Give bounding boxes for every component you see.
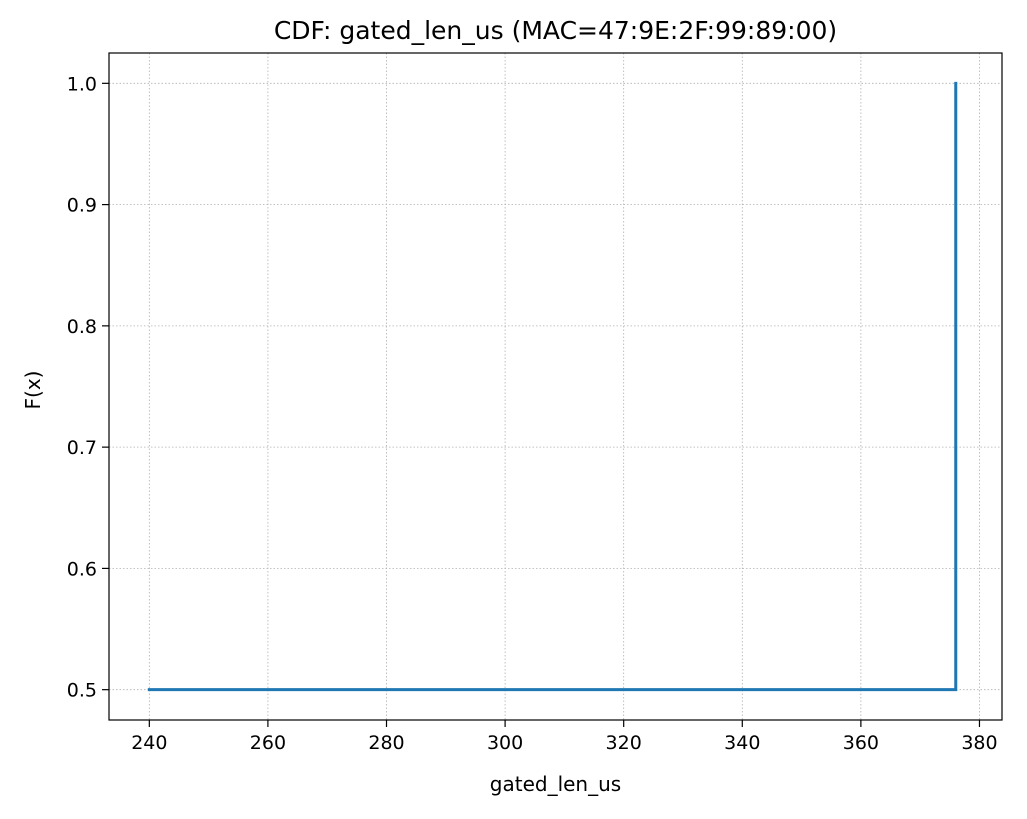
x-axis-label: gated_len_us — [490, 772, 621, 796]
grid-layer — [109, 53, 1002, 720]
y-axis-label: F(x) — [21, 371, 45, 410]
x-tick-label: 300 — [487, 732, 523, 754]
x-tick-label: 320 — [606, 732, 642, 754]
x-tick-label: 340 — [724, 732, 760, 754]
series-layer — [147, 81, 958, 692]
plot-frame — [108, 52, 1003, 721]
y-tick-label: 0.5 — [67, 680, 97, 702]
x-tick-label: 260 — [250, 732, 286, 754]
x-tick-label: 380 — [961, 732, 997, 754]
chart-title: CDF: gated_len_us (MAC=47:9E:2F:99:89:00… — [274, 16, 837, 45]
y-tick-label: 0.8 — [67, 316, 97, 338]
cdf-series-line — [147, 81, 958, 692]
tick-layer: 240 260 280 300 320 340 360 380 0.5 0.6 0.7 0.8 0.9 1… — [67, 73, 998, 754]
y-tick-label: 0.6 — [67, 558, 97, 580]
x-tick-label: 280 — [368, 732, 404, 754]
y-tick-label: 0.7 — [67, 437, 97, 459]
y-tick-label: 1.0 — [67, 73, 97, 95]
y-tick-label: 0.9 — [67, 195, 97, 217]
x-tick-label: 360 — [843, 732, 879, 754]
x-tick-label: 240 — [131, 732, 167, 754]
